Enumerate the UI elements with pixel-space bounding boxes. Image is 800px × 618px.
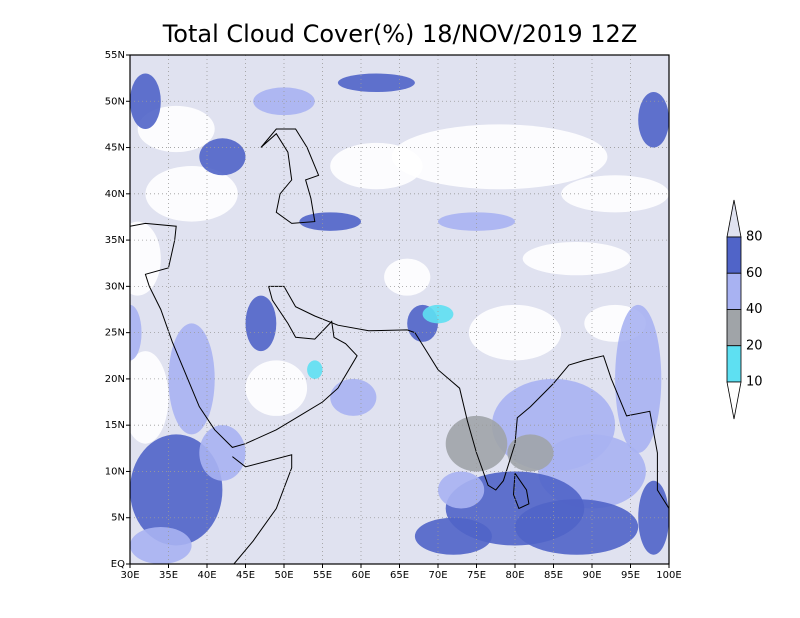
- y-tick-label: 25N: [105, 328, 125, 339]
- x-tick-label: 80E: [505, 570, 524, 581]
- x-tick-label: 95E: [621, 570, 640, 581]
- cloud-patch: [384, 258, 431, 296]
- y-tick-label: 15N: [105, 420, 125, 431]
- coastline: [512, 473, 530, 510]
- cloud-patch: [391, 124, 608, 190]
- colorbar-box: [726, 309, 742, 347]
- x-tick-label: 40E: [197, 570, 216, 581]
- coastline: [414, 332, 669, 509]
- colorbar-label: 10: [746, 375, 763, 390]
- colorbar-box: [726, 345, 742, 383]
- cloud-patch: [438, 212, 515, 231]
- cloud-patch: [199, 138, 246, 176]
- cloud-patch: [130, 221, 161, 296]
- cloud-patch: [307, 360, 323, 379]
- coastline: [232, 454, 293, 564]
- y-tick-label: 55N: [105, 50, 125, 61]
- colorbar: 10 20 40 60 80: [726, 199, 763, 420]
- y-tick-label: EQ: [111, 559, 125, 570]
- x-tick-label: 30E: [120, 570, 139, 581]
- cloud-patch: [515, 499, 639, 555]
- plot-frame: [129, 54, 670, 565]
- y-tick-label: 35N: [105, 235, 125, 246]
- x-tick-label: 100E: [656, 570, 681, 581]
- y-tick-label: 45N: [105, 143, 125, 154]
- cloud-field: [130, 55, 669, 564]
- y-tick-label: 40N: [105, 189, 125, 200]
- y-tick-label: 10N: [105, 466, 125, 477]
- x-tick-label: 45E: [236, 570, 255, 581]
- x-tick-label: 55E: [313, 570, 332, 581]
- cloud-patch: [330, 378, 377, 416]
- coastline: [268, 285, 416, 334]
- cloud-patch: [638, 480, 669, 555]
- colorbar-bottom: [726, 381, 742, 420]
- cloud-patch: [130, 73, 161, 130]
- cloud-patch: [130, 434, 223, 546]
- cloud-patch: [414, 517, 492, 555]
- map-title: Total Cloud Cover(%) 18/NOV/2019 12Z: [162, 20, 638, 48]
- y-tick-label: 5N: [111, 513, 125, 524]
- coastline: [260, 128, 320, 224]
- x-tick-label: 35E: [159, 570, 178, 581]
- cloud-patch: [130, 526, 192, 564]
- cloud-patch: [199, 425, 246, 481]
- colorbar-box: [726, 272, 742, 310]
- cloud-patch: [638, 92, 669, 148]
- colorbar-label: 60: [746, 266, 763, 281]
- y-tick-label: 20N: [105, 374, 125, 385]
- cloud-patch: [438, 471, 485, 509]
- y-tick-label: 30N: [105, 281, 125, 292]
- axes: 30E 35E 40E 45E 50E 55E 60E 65E 70E 75E 80E 85E 90E 9…: [105, 50, 682, 581]
- cloud-patch: [507, 434, 554, 472]
- x-tick-label: 65E: [390, 570, 409, 581]
- cloud-patch: [253, 87, 315, 116]
- cloud-patch: [245, 360, 308, 416]
- colorbar-top: [726, 199, 742, 238]
- cloud-patch: [330, 142, 423, 190]
- cloud-patch: [168, 323, 215, 435]
- cloud-patch: [130, 351, 169, 444]
- cloud-patch: [422, 304, 454, 324]
- colorbar-label: 40: [746, 302, 763, 317]
- cloud-patch: [561, 175, 669, 213]
- cloud-patch: [522, 241, 631, 276]
- x-tick-label: 90E: [582, 570, 601, 581]
- x-tick-label: 75E: [467, 570, 486, 581]
- x-tick-label: 50E: [274, 570, 293, 581]
- cloud-patch: [245, 295, 277, 352]
- x-tick-label: 60E: [351, 570, 370, 581]
- y-tick-label: 50N: [105, 96, 125, 107]
- colorbar-box: [726, 236, 742, 274]
- cloud-patch: [130, 304, 142, 361]
- x-tick-label: 85E: [544, 570, 563, 581]
- colorbar-label: 20: [746, 338, 763, 353]
- cloud-patch: [299, 212, 362, 231]
- x-tick-label: 70E: [428, 570, 447, 581]
- colorbar-label: 80: [746, 230, 763, 245]
- coastline: [148, 286, 358, 448]
- cloud-patch: [337, 73, 415, 93]
